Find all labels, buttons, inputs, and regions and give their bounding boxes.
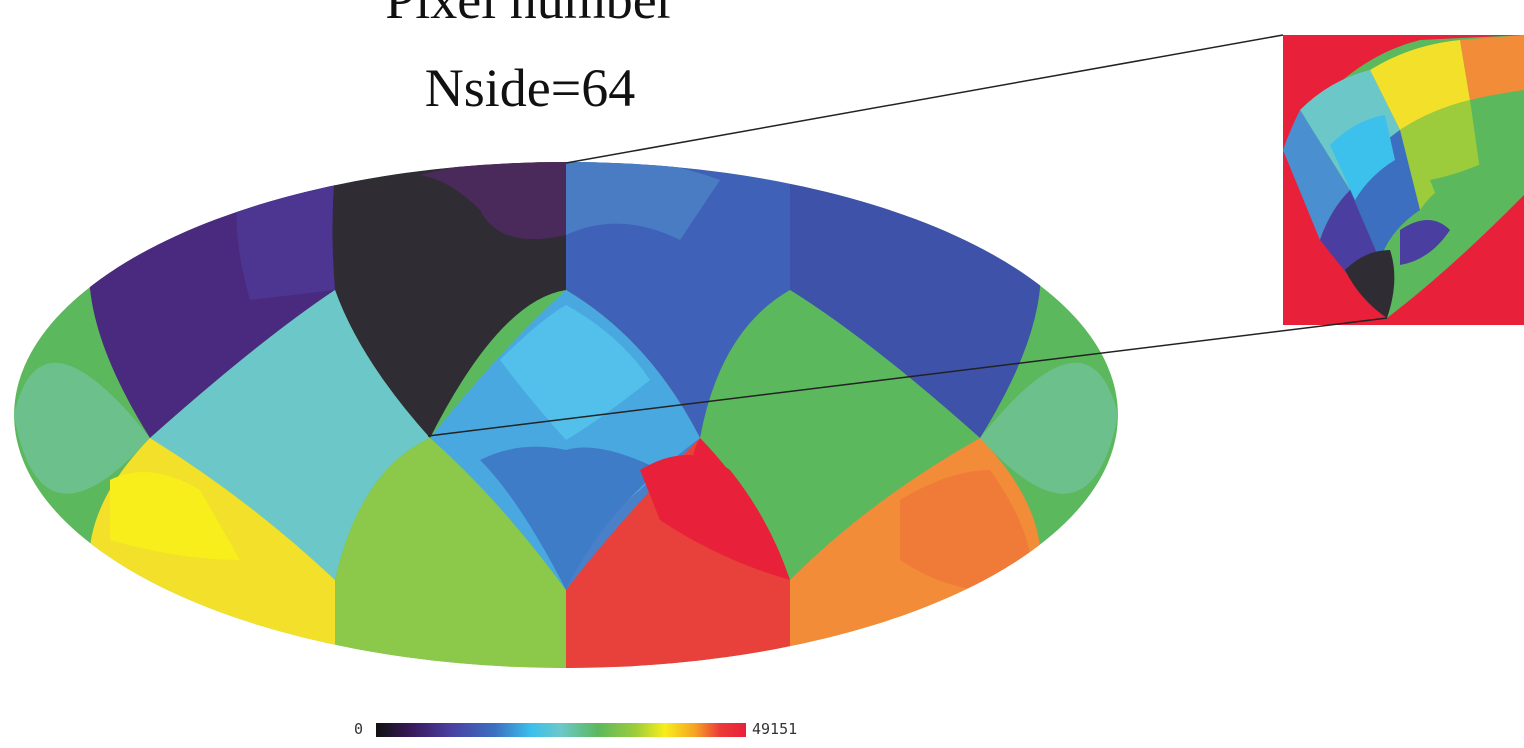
face-south-0b [110,472,240,560]
callout-line-top [565,34,1284,164]
face-north-1b [420,162,566,240]
inset-cell-green2 [1430,140,1524,230]
inset-cell-indigo [1400,220,1450,265]
face-eq-2 [700,290,980,580]
inset-cell-cyan [1283,110,1350,240]
mollweide-map [14,162,1118,668]
inset-cell-lightblue [1330,115,1395,200]
zoom-inset [1283,35,1524,325]
face-south-2b [900,470,1032,592]
face-north-2b [566,162,720,240]
colorbar-min-label: 0 [354,720,364,738]
face-eq-0 [150,290,430,580]
figure-title-line2: Nside=64 [424,58,636,118]
face-south-1c [640,455,790,580]
inset-cell-orange [1460,35,1524,100]
inset-cell-lightgreen [1400,100,1480,210]
face-eq-4b [480,446,660,590]
face-north-0b [236,165,335,300]
face-right-edge [980,362,1118,494]
callout-line-bottom [427,317,1388,437]
colorbar [376,723,746,737]
inset-cell-dark [1345,250,1395,318]
colorbar-gradient [376,723,746,737]
colorbar-max-label: 49151 [752,720,798,738]
face-eq-1b [500,305,650,440]
inset-cell-yellow [1370,40,1470,130]
face-left-edge [14,362,150,494]
figure-title-line1: Pixel number [385,0,675,30]
face-eq-3 [335,438,566,668]
